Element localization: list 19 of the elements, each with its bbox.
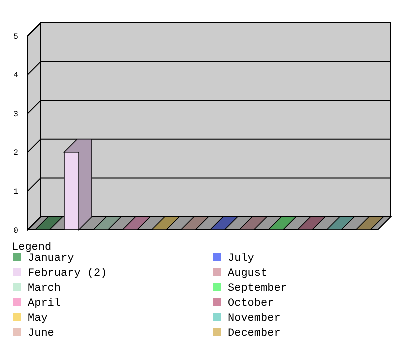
legend-label: March — [28, 282, 62, 295]
legend-label: May — [28, 312, 48, 325]
legend-title: Legend — [12, 242, 52, 254]
y-tick-label: 3 — [14, 110, 19, 120]
legend-label: June — [28, 328, 54, 340]
legend-label: September — [228, 282, 288, 295]
legend-label: July — [228, 252, 255, 265]
legend-label: February (2) — [28, 268, 108, 280]
legend-label: December — [228, 328, 281, 340]
y-tick-label: 0 — [14, 226, 19, 236]
legend-label: January — [28, 252, 75, 265]
legend-label: August — [228, 268, 268, 280]
legend-label: April — [28, 298, 62, 310]
y-tick-label: 5 — [14, 32, 19, 42]
legend-label: November — [228, 312, 281, 325]
y-tick-label: 4 — [14, 72, 19, 81]
y-tick-label: 1 — [14, 188, 19, 197]
legend-label: October — [228, 298, 274, 310]
y-tick-label: 2 — [14, 149, 19, 158]
